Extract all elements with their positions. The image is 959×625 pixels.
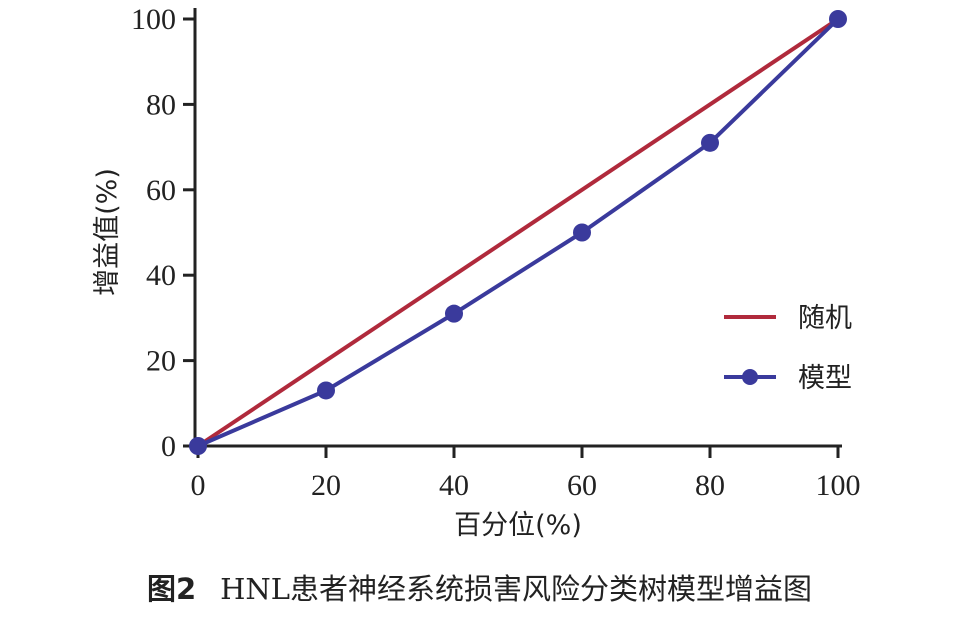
x-tick-label: 60	[567, 469, 597, 502]
model-data-point	[701, 133, 719, 152]
x-axis-title: 百分位(%)	[454, 510, 582, 541]
x-tick-label: 80	[695, 469, 725, 502]
model-data-point	[317, 381, 335, 400]
y-axis-ticks: 0 20 40 60 80 100	[131, 3, 195, 463]
series-line-random	[196, 17, 840, 448]
series-line-model	[197, 17, 840, 448]
y-tick-label: 60	[146, 174, 176, 207]
x-tick-label: 40	[439, 469, 469, 502]
model-data-point	[573, 223, 591, 242]
legend-label-random: 随机	[798, 303, 852, 334]
model-data-point	[189, 437, 207, 455]
figure-title: HNL患者神经系统损害风险分类树模型增益图	[220, 572, 813, 606]
figure-number: 图2	[146, 572, 197, 606]
y-tick-label: 80	[146, 88, 176, 121]
x-tick-label: 0	[191, 469, 206, 502]
series-layer	[189, 10, 847, 455]
y-axis-title: 增益值(%)	[92, 168, 123, 296]
legend-label-model: 模型	[798, 363, 852, 394]
x-axis-ticks: 0 20 40 60 80 100	[191, 446, 861, 502]
model-data-point	[829, 10, 847, 28]
y-tick-label: 40	[146, 259, 176, 292]
y-tick-label: 100	[131, 3, 176, 36]
y-tick-label: 0	[161, 430, 176, 463]
legend: 随机 模型	[724, 303, 852, 394]
model-data-point	[445, 304, 463, 323]
y-tick-label: 20	[146, 345, 176, 378]
figure-caption: 图2 HNL患者神经系统损害风险分类树模型增益图	[0, 566, 959, 608]
x-tick-label: 20	[311, 469, 341, 502]
legend-marker-model	[742, 369, 758, 385]
x-tick-label: 100	[816, 469, 861, 502]
